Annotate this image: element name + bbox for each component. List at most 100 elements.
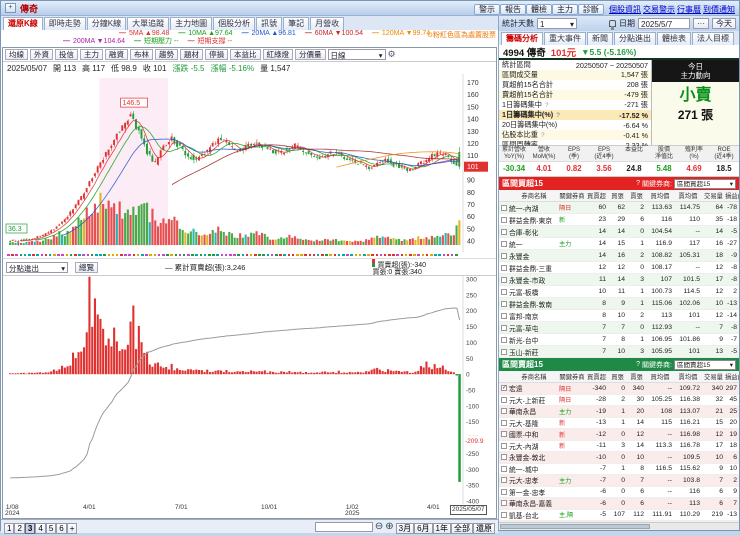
row-checkbox[interactable]: [501, 512, 507, 518]
tab-分鐘K線[interactable]: 分鐘K線: [87, 17, 126, 30]
buy-key-broker-select[interactable]: 區間買超15▾: [674, 179, 736, 189]
help-icon[interactable]: ?: [636, 180, 640, 187]
zoom-in-icon[interactable]: ⊕: [385, 522, 393, 532]
row-checkbox[interactable]: [501, 277, 507, 283]
zoom-out-icon[interactable]: ⊖: [375, 522, 383, 532]
subchart-select[interactable]: 分點進出▾: [6, 262, 68, 273]
broker-net-chart[interactable]: 300250200150100500-50-100-150-200-250-30…: [3, 276, 496, 504]
tab-法人目標[interactable]: 法人目標: [692, 32, 734, 45]
row-checkbox[interactable]: [501, 337, 507, 343]
row-checkbox[interactable]: [501, 489, 507, 495]
help-icon[interactable]: ?: [556, 112, 560, 119]
overview-button[interactable]: 總覽: [75, 262, 98, 273]
row-checkbox[interactable]: [501, 289, 507, 295]
tab-訊號[interactable]: 訊號: [256, 17, 282, 30]
indicator-button-主力[interactable]: 主力: [80, 49, 103, 60]
tab-籌碼分析[interactable]: 籌碼分析: [501, 32, 543, 45]
titlebar-button-報告[interactable]: 報告: [500, 4, 526, 15]
row-checkbox[interactable]: [501, 443, 507, 449]
tab-新聞[interactable]: 新聞: [587, 32, 613, 45]
tab-月營收[interactable]: 月營收: [310, 17, 344, 30]
sell-key-broker-select[interactable]: 區間賣超15▾: [674, 360, 736, 370]
page-button-6[interactable]: 6: [56, 523, 66, 534]
row-checkbox[interactable]: [501, 466, 507, 472]
row-checkbox[interactable]: [501, 408, 507, 414]
tab-主力地圖[interactable]: 主力地圖: [170, 17, 212, 30]
indicator-button-融資[interactable]: 融資: [105, 49, 128, 60]
tab-個股分析[interactable]: 個股分析: [213, 17, 255, 30]
row-checkbox[interactable]: [501, 241, 507, 247]
indicator-button-題材[interactable]: 題材: [180, 49, 203, 60]
titlebar-button-主力[interactable]: 主力: [552, 4, 578, 15]
indicator-button-紅綠燈[interactable]: 紅綠燈: [263, 49, 294, 60]
page-button-1[interactable]: 1: [4, 523, 14, 534]
horizontal-scrollbar[interactable]: [499, 522, 739, 530]
titlebar-link-交易警示[interactable]: 交易警示: [643, 5, 675, 14]
settings-gear-icon[interactable]: ⚙: [388, 49, 396, 60]
days-select[interactable]: 1▾: [537, 18, 577, 29]
date-more-button[interactable]: ···: [693, 18, 709, 29]
page-button-3[interactable]: 3: [25, 523, 35, 534]
row-checkbox[interactable]: [501, 500, 507, 506]
page-button-2[interactable]: 2: [14, 523, 24, 534]
row-checkbox[interactable]: [501, 217, 507, 223]
scrollbar-thumb[interactable]: [500, 524, 650, 529]
range-button-全部[interactable]: 全部: [451, 523, 473, 534]
titlebar-link-個股資訊[interactable]: 個股資訊: [609, 5, 641, 14]
tab-即時走勢[interactable]: 即時走勢: [44, 17, 86, 30]
lock-icon[interactable]: [609, 20, 616, 27]
help-icon[interactable]: ?: [545, 102, 549, 109]
row-checkbox[interactable]: [501, 420, 507, 426]
row-checkbox[interactable]: [501, 431, 507, 437]
row-checkbox[interactable]: [501, 454, 507, 460]
indicator-button-均線[interactable]: 均線: [5, 49, 28, 60]
today-button[interactable]: 今天: [712, 18, 736, 29]
row-checkbox[interactable]: [501, 349, 507, 355]
row-checkbox[interactable]: [501, 477, 507, 483]
period-select[interactable]: 日線▾: [328, 49, 386, 60]
page-button-+[interactable]: +: [67, 523, 78, 534]
row-checkbox[interactable]: [501, 325, 507, 331]
indicator-button-布林[interactable]: 布林: [130, 49, 153, 60]
row-checkbox[interactable]: [501, 205, 507, 211]
tab-體檢表[interactable]: 體檢表: [657, 32, 691, 45]
tab-重大事件[interactable]: 重大事件: [544, 32, 586, 45]
tab-還原K線[interactable]: 還原K線: [3, 17, 43, 30]
tab-大單追蹤[interactable]: 大單追蹤: [127, 17, 169, 30]
row-checkbox[interactable]: [501, 397, 507, 403]
window-icon[interactable]: +: [5, 3, 16, 13]
titlebar-button-警示[interactable]: 警示: [474, 4, 500, 15]
row-checkbox[interactable]: [501, 253, 507, 259]
help-icon[interactable]: ?: [636, 361, 640, 368]
date-input[interactable]: 2025/5/7: [638, 18, 690, 29]
jump-input[interactable]: [315, 522, 373, 532]
candlestick-chart[interactable]: 1701601501401301201101009080706050401011…: [3, 74, 496, 252]
range-button-1年[interactable]: 1年: [433, 523, 451, 534]
titlebar-link-到價通知[interactable]: 到價通知: [703, 5, 735, 14]
indicator-button-投信[interactable]: 投信: [55, 49, 78, 60]
indicator-button-外資[interactable]: 外資: [30, 49, 53, 60]
range-button-6月[interactable]: 6月: [414, 523, 432, 534]
tab-分點進出[interactable]: 分點進出: [614, 32, 656, 45]
page-button-5[interactable]: 5: [46, 523, 56, 534]
row-checkbox[interactable]: [501, 313, 507, 319]
indicator-button-停損[interactable]: 停損: [205, 49, 228, 60]
